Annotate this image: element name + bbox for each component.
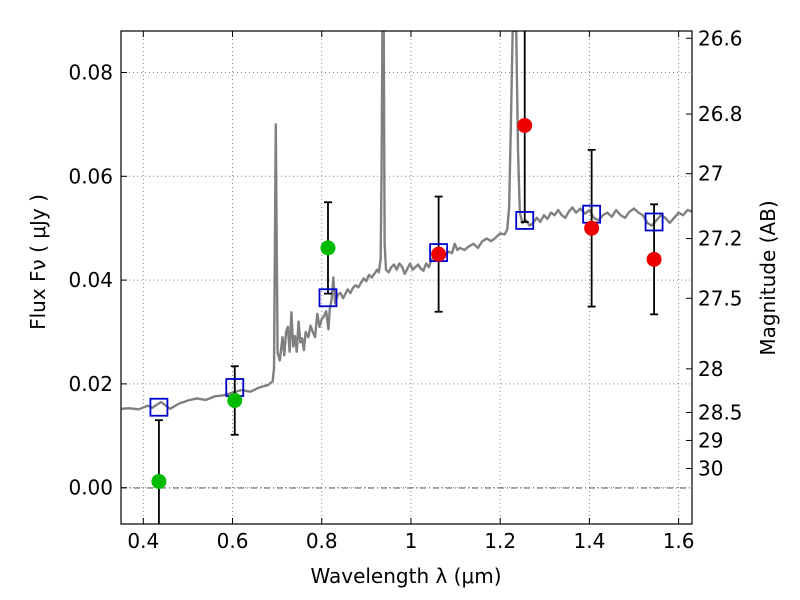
x-tick-label: 0.8 <box>306 529 338 553</box>
observed-point <box>646 251 662 267</box>
model-point <box>149 397 169 417</box>
x-tick-label: 1.6 <box>663 529 695 553</box>
plot-area <box>121 31 692 524</box>
y-tick-label: 0.00 <box>68 476 113 500</box>
magnitude-tick-label: 27 <box>698 162 723 186</box>
spectrum-line <box>121 31 692 411</box>
model-point <box>515 211 535 230</box>
magnitude-tick-label: 28.5 <box>698 400 743 424</box>
y-tick-label: 0.04 <box>68 268 113 292</box>
x-tick-label: 1 <box>405 529 418 553</box>
axis-ticks: 0.4 0.6 0.8 1 1.2 1.4 1.6 0.00 0.02 0.04 0.06 0.08 2… <box>68 26 742 553</box>
plot-frame <box>120 30 693 525</box>
data-marks <box>121 31 692 524</box>
y-tick-label: 0.02 <box>68 372 113 396</box>
right-axis-label: Magnitude (AB) <box>756 200 780 355</box>
observed-point <box>517 117 533 133</box>
y-tick-label: 0.08 <box>68 61 113 85</box>
x-axis-label: Wavelength λ (μm) <box>310 564 501 588</box>
model-point <box>318 288 338 308</box>
observed-point <box>320 240 336 256</box>
magnitude-tick-label: 26.6 <box>698 26 743 50</box>
y-tick-label: 0.06 <box>68 164 113 188</box>
magnitude-tick-label: 27.5 <box>698 286 743 310</box>
magnitude-tick-label: 30 <box>698 456 723 480</box>
magnitude-tick-label: 29 <box>698 428 723 452</box>
observed-point <box>431 246 447 262</box>
observed-point <box>584 220 600 236</box>
x-tick-label: 1.2 <box>484 529 516 553</box>
magnitude-tick-label: 28 <box>698 357 723 381</box>
x-tick-label: 0.6 <box>217 529 249 553</box>
observed-point <box>227 392 243 408</box>
magnitude-tick-label: 27.2 <box>698 227 743 251</box>
y-axis-label: Flux Fν ( μJy ) <box>26 194 50 330</box>
x-tick-label: 1.4 <box>573 529 605 553</box>
observed-point <box>151 473 167 489</box>
model-point <box>644 212 664 232</box>
x-tick-label: 0.4 <box>127 529 159 553</box>
magnitude-tick-label: 26.8 <box>698 102 743 126</box>
